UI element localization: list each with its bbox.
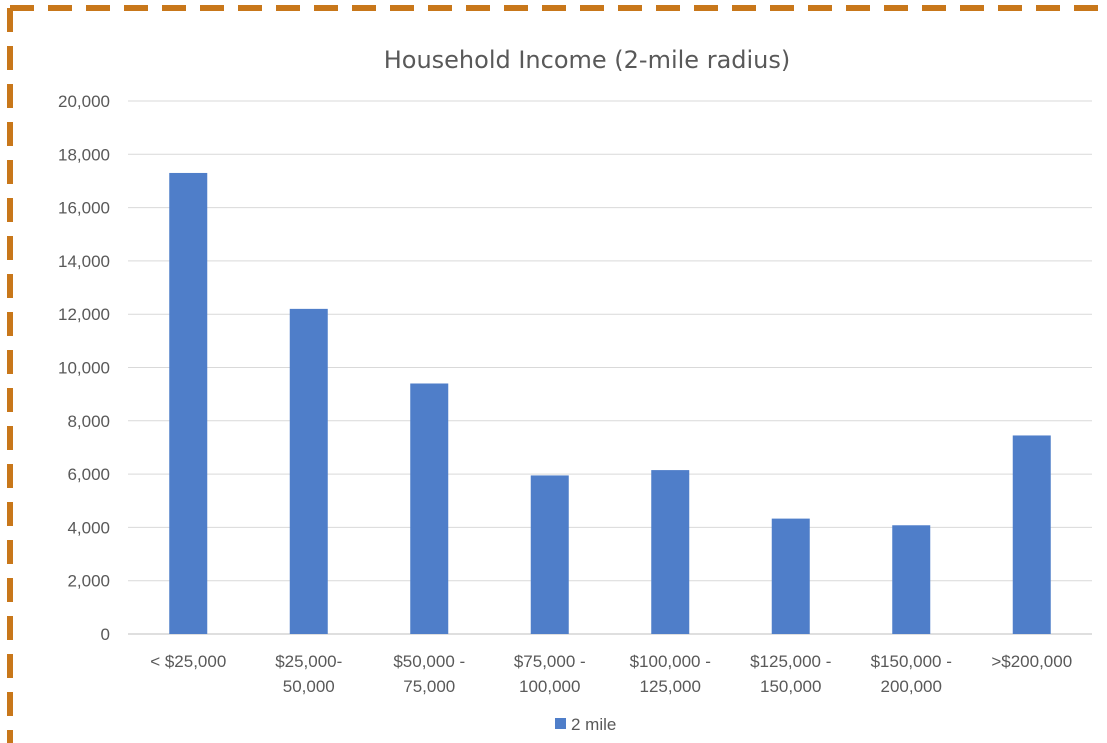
x-category-label: $150,000 -: [871, 652, 952, 671]
y-tick-label: 0: [101, 625, 110, 644]
x-category-label: $25,000-: [275, 652, 342, 671]
bar: [892, 525, 931, 634]
x-category-label: < $25,000: [150, 652, 226, 671]
x-category-label: $125,000 -: [750, 652, 831, 671]
y-tick-label: 4,000: [67, 518, 110, 537]
y-tick-label: 2,000: [67, 572, 110, 591]
chart-title: Household Income (2-mile radius): [384, 46, 791, 74]
y-tick-label: 20,000: [58, 92, 110, 111]
y-tick-label: 14,000: [58, 252, 110, 271]
y-tick-label: 16,000: [58, 199, 110, 218]
legend: 2 mile: [555, 715, 616, 734]
gridlines: [128, 100, 1092, 635]
bar: [1012, 435, 1051, 634]
y-tick-label: 12,000: [58, 305, 110, 324]
x-category-label: 50,000: [283, 677, 335, 696]
x-category-label: $100,000 -: [630, 652, 711, 671]
x-category-label: 75,000: [403, 677, 455, 696]
x-category-label: $50,000 -: [393, 652, 465, 671]
x-category-label: 200,000: [881, 677, 942, 696]
legend-swatch: [555, 718, 566, 729]
x-category-label: >$200,000: [991, 652, 1072, 671]
x-category-label: 150,000: [760, 677, 821, 696]
legend-label: 2 mile: [571, 715, 616, 734]
x-axis-categories: < $25,000 $25,000- 50,000 $50,000 - 75,000 $7…: [150, 652, 1072, 696]
bar: [530, 475, 569, 634]
y-tick-label: 8,000: [67, 412, 110, 431]
x-category-label: 125,000: [640, 677, 701, 696]
x-category-label: 100,000: [519, 677, 580, 696]
y-tick-label: 18,000: [58, 145, 110, 164]
bar: [771, 518, 810, 634]
bars: [169, 172, 1051, 634]
bar: [651, 470, 690, 634]
y-tick-label: 6,000: [67, 465, 110, 484]
bar: [169, 172, 208, 634]
bar: [410, 383, 449, 634]
y-axis-ticks: 0 2,000 4,000 6,000 8,000 10,000 12,000 14,000 1…: [58, 92, 110, 644]
bar: [289, 308, 328, 634]
y-tick-label: 10,000: [58, 359, 110, 378]
x-category-label: $75,000 -: [514, 652, 586, 671]
